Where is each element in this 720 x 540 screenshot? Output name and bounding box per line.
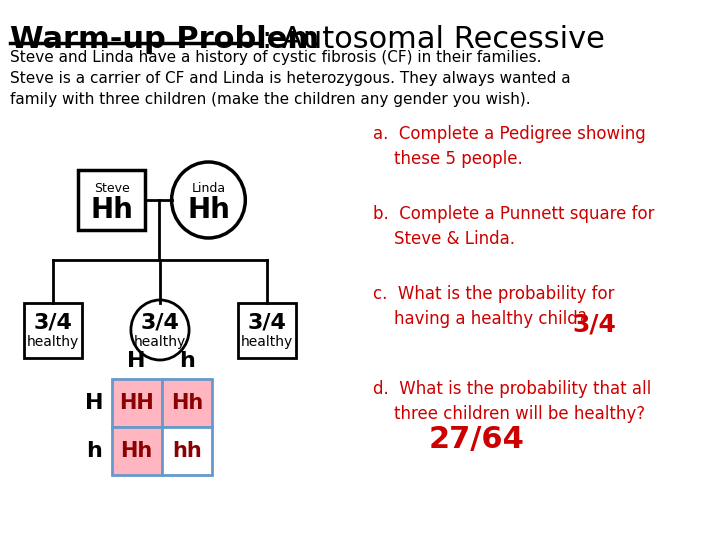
Text: Hh: Hh: [90, 196, 133, 224]
Text: Hh: Hh: [187, 196, 230, 224]
Text: healthy: healthy: [27, 335, 79, 349]
Text: Linda: Linda: [192, 181, 225, 194]
FancyBboxPatch shape: [162, 379, 212, 427]
Text: healthy: healthy: [240, 335, 293, 349]
Text: healthy: healthy: [134, 335, 186, 349]
Circle shape: [171, 162, 246, 238]
Text: H: H: [85, 393, 103, 413]
FancyBboxPatch shape: [112, 427, 162, 475]
Text: h: h: [86, 441, 102, 461]
Text: H: H: [127, 351, 146, 371]
Text: h: h: [179, 351, 195, 371]
Text: Hh: Hh: [120, 441, 153, 461]
Text: a.  Complete a Pedigree showing
    these 5 people.: a. Complete a Pedigree showing these 5 p…: [373, 125, 646, 168]
Text: Steve: Steve: [94, 181, 130, 194]
Text: : Autosomal Recessive: : Autosomal Recessive: [262, 25, 605, 54]
FancyBboxPatch shape: [162, 427, 212, 475]
FancyBboxPatch shape: [78, 170, 145, 230]
Circle shape: [131, 300, 189, 360]
Text: 3/4: 3/4: [140, 312, 179, 332]
Text: d.  What is the probability that all
    three children will be healthy?: d. What is the probability that all thre…: [373, 380, 652, 423]
Text: c.  What is the probability for
    having a healthy child?: c. What is the probability for having a …: [373, 285, 615, 328]
Text: Hh: Hh: [171, 393, 203, 413]
Text: 3/4: 3/4: [34, 312, 73, 332]
Text: 3/4: 3/4: [572, 312, 616, 336]
Text: 27/64: 27/64: [429, 425, 525, 454]
Text: b.  Complete a Punnett square for
    Steve & Linda.: b. Complete a Punnett square for Steve &…: [373, 205, 654, 248]
Text: hh: hh: [172, 441, 202, 461]
FancyBboxPatch shape: [238, 302, 296, 357]
Text: Warm-up Problem: Warm-up Problem: [9, 25, 319, 54]
Text: 3/4: 3/4: [247, 312, 286, 332]
Text: HH: HH: [120, 393, 154, 413]
FancyBboxPatch shape: [24, 302, 82, 357]
Text: Steve and Linda have a history of cystic fibrosis (CF) in their families.
Steve : Steve and Linda have a history of cystic…: [9, 50, 570, 107]
FancyBboxPatch shape: [112, 379, 162, 427]
